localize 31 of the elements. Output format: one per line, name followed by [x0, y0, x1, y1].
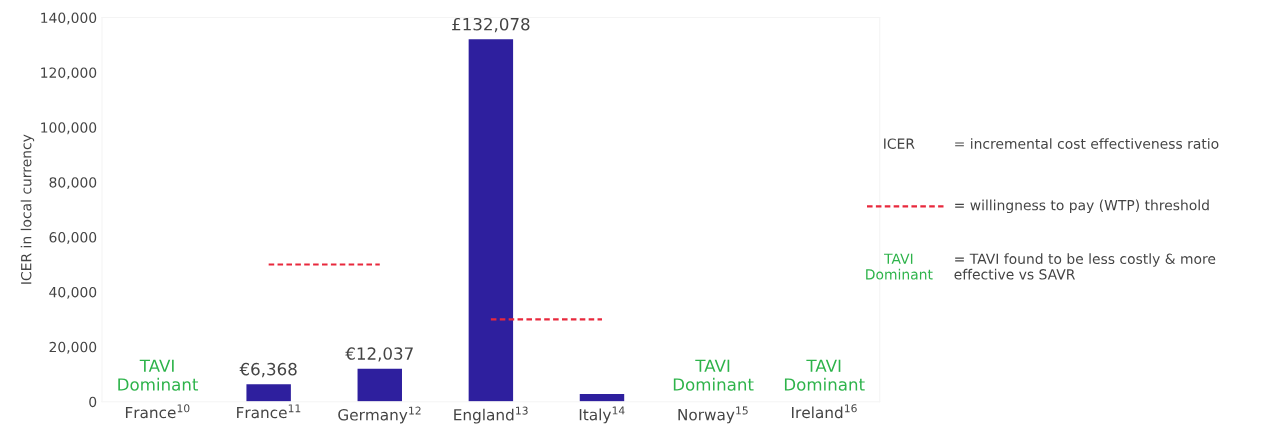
y-tick-label: 140,000	[41, 12, 97, 25]
x-tick-label: France$^{11}$	[237, 404, 301, 419]
text: = willingness to pay (WTP) threshold	[955, 199, 1209, 214]
y-axis-title: ICER in local currency	[20, 134, 35, 284]
x-tick-label: Ireland$^{16}$	[792, 404, 857, 419]
x-tick-label: England$^{13}$	[454, 406, 528, 424]
y-tick-label: 40,000	[49, 286, 97, 299]
data-label: €12,037	[345, 347, 413, 362]
bar	[357, 368, 402, 402]
x-tick-label: France$^{10}$	[125, 404, 190, 419]
x-tick-label: Norway$^{15}$	[678, 406, 748, 424]
y-tick-label: 0	[89, 396, 97, 408]
bar	[246, 384, 291, 402]
data-label: £132,078	[452, 17, 530, 33]
data-label: €6,368	[239, 362, 297, 378]
x-tick-label: Italy$^{14}$	[579, 406, 625, 424]
y-tick-label: 20,000	[49, 341, 97, 354]
text: = incremental cost effectiveness ratio	[955, 138, 1219, 149]
y-tick-label: 60,000	[49, 232, 97, 244]
annotation: TAVI Dominant	[673, 359, 754, 391]
text: = TAVI found to be less costly & more effective vs SAVR	[954, 253, 1216, 280]
y-tick-label: 80,000	[49, 177, 97, 190]
y-tick-label: 100,000	[41, 122, 97, 135]
annotation: TAVI Dominant	[866, 253, 933, 280]
y-tick-label: 120,000	[41, 67, 97, 80]
bar	[468, 39, 514, 402]
text: ICER	[884, 138, 915, 149]
x-tick-label: Germany$^{12}$	[338, 406, 421, 424]
annotation: TAVI Dominant	[784, 359, 865, 391]
bar	[579, 394, 625, 402]
annotation: TAVI Dominant	[118, 359, 199, 391]
